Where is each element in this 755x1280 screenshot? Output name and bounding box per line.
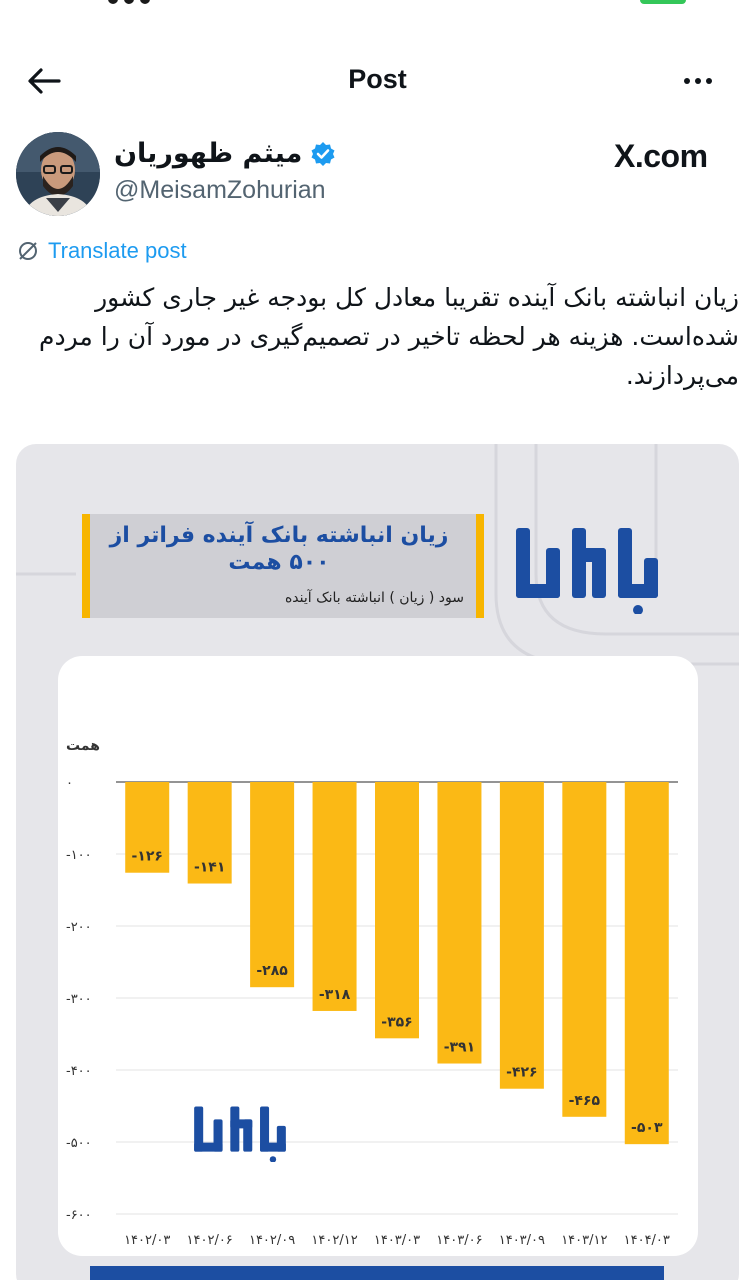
y-tick-label: -۵۰۰ bbox=[66, 1136, 92, 1151]
bar-6 bbox=[437, 782, 482, 1064]
x-tick-label: ۱۴۰۲/۰۹ bbox=[249, 1233, 295, 1248]
dot-icon bbox=[706, 78, 712, 84]
status-bar bbox=[0, 0, 755, 8]
data-label-3: -۲۸۵ bbox=[256, 963, 288, 979]
translate-post-link[interactable]: Translate post bbox=[16, 238, 187, 264]
y-tick-label: -۶۰۰ bbox=[66, 1208, 92, 1223]
verified-badge-icon bbox=[311, 141, 335, 166]
bar-9 bbox=[624, 782, 669, 1145]
headline-box: زیان انباشته بانک آینده فراتر از ۵۰۰ همت… bbox=[82, 514, 484, 618]
bar-7 bbox=[499, 782, 544, 1089]
data-label-6: -۳۹۱ bbox=[444, 1040, 475, 1056]
bar-8 bbox=[562, 782, 607, 1117]
author-name-row[interactable]: میثم ظهوریان bbox=[114, 138, 336, 169]
chart-subtitle: سود ( زیان ) انباشته بانک آینده bbox=[284, 590, 464, 606]
avatar[interactable] bbox=[16, 132, 100, 216]
status-dots bbox=[108, 0, 150, 4]
x-tick-label: ۱۴۰۲/۰۶ bbox=[187, 1233, 233, 1248]
bamdad-watermark-logo bbox=[194, 1106, 286, 1162]
dot-icon bbox=[684, 78, 690, 84]
data-label-9: -۵۰۳ bbox=[631, 1120, 663, 1136]
bamdad-logo bbox=[516, 528, 658, 614]
post-body-text: زیان انباشته بانک آینده تقریبا معادل کل … bbox=[39, 283, 739, 390]
x-tick-label: ۱۴۰۳/۰۳ bbox=[374, 1233, 420, 1248]
chart-headline: زیان انباشته بانک آینده فراتر از ۵۰۰ همت bbox=[109, 523, 449, 575]
y-tick-label: ۰ bbox=[66, 776, 73, 791]
y-tick-label: -۱۰۰ bbox=[66, 848, 92, 863]
arrow-left-icon bbox=[28, 68, 61, 94]
y-tick-label: -۲۰۰ bbox=[66, 920, 92, 935]
post-header: Post bbox=[0, 50, 755, 110]
data-label-8: -۴۶۵ bbox=[569, 1093, 601, 1109]
media-bottom-strip bbox=[90, 1266, 664, 1280]
more-options-button[interactable] bbox=[676, 66, 720, 96]
y-tick-label: -۴۰۰ bbox=[66, 1064, 92, 1079]
headline-accent-bar bbox=[82, 514, 90, 618]
y-tick-label: -۳۰۰ bbox=[66, 992, 92, 1007]
translate-icon bbox=[19, 242, 37, 260]
page-title: Post bbox=[348, 64, 407, 94]
bar-5 bbox=[375, 782, 419, 1039]
data-label-1: -۱۲۶ bbox=[131, 849, 162, 865]
bar-chart: ۰ -۱۰۰ -۲۰۰ -۳۰۰ -۴۰۰ -۵۰۰ -۶۰۰ -۱۲۶ ۱۴۰۲/۰۳ -۱۴۱… bbox=[66, 776, 678, 1248]
x-tick-label: ۱۴۰۴/۰۳ bbox=[624, 1233, 670, 1248]
data-label-7: -۴۲۶ bbox=[506, 1065, 537, 1081]
post-media-image[interactable]: زیان انباشته بانک آینده فراتر از ۵۰۰ همت… bbox=[16, 444, 739, 1280]
bar-2 bbox=[187, 782, 232, 884]
chart-panel: ۰ -۱۰۰ -۲۰۰ -۳۰۰ -۴۰۰ -۵۰۰ -۶۰۰ -۱۲۶ ۱۴۰۲/۰۳ -۱۴۱… bbox=[58, 656, 698, 1256]
data-label-5: -۳۵۶ bbox=[381, 1014, 412, 1030]
back-button[interactable] bbox=[24, 64, 64, 98]
author-name[interactable]: میثم ظهوریان bbox=[114, 138, 303, 169]
bar-1 bbox=[125, 782, 170, 873]
x-tick-label: ۱۴۰۳/۰۹ bbox=[499, 1233, 545, 1248]
bar-4 bbox=[312, 782, 357, 1011]
battery-icon bbox=[640, 0, 686, 4]
profile-photo bbox=[16, 132, 100, 216]
y-axis-label: همت bbox=[66, 738, 100, 754]
bar-3 bbox=[250, 782, 295, 988]
x-tick-label: ۱۴۰۲/۰۳ bbox=[124, 1233, 170, 1248]
source-label: X.com bbox=[614, 138, 708, 174]
data-label-4: -۳۱۸ bbox=[319, 987, 351, 1003]
x-tick-label: ۱۴۰۳/۱۲ bbox=[561, 1233, 607, 1248]
author-handle[interactable]: @MeisamZohurian bbox=[114, 176, 326, 204]
data-label-2: -۱۴۱ bbox=[194, 860, 225, 876]
dot-icon bbox=[695, 78, 701, 84]
x-tick-label: ۱۴۰۲/۱۲ bbox=[311, 1233, 357, 1248]
x-tick-label: ۱۴۰۳/۰۶ bbox=[436, 1233, 482, 1248]
translate-post-label[interactable]: Translate post bbox=[48, 238, 187, 263]
